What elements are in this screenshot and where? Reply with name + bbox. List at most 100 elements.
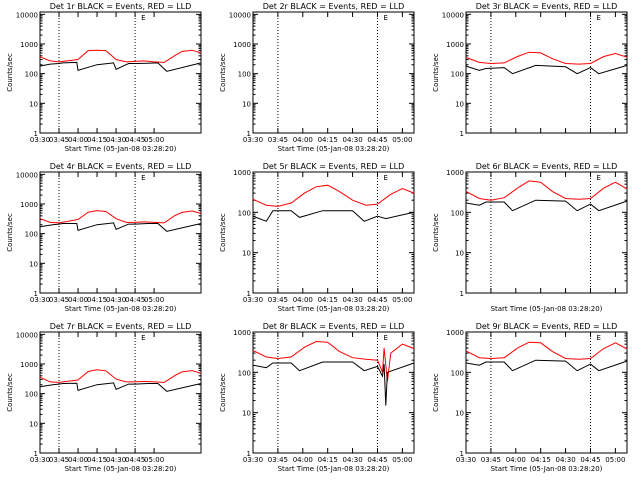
x-tick-label: 04:45 xyxy=(125,136,145,144)
plot-frame xyxy=(39,11,202,134)
annotation-e: E xyxy=(141,334,145,342)
annotation-e: E xyxy=(383,334,387,342)
panel-title: Det 4r BLACK = Events, RED = LLD xyxy=(50,162,192,171)
x-tick-label: 05:00 xyxy=(392,456,412,464)
x-tick-label: 03:45 xyxy=(49,456,69,464)
y-tick-label: 1 xyxy=(34,130,38,138)
x-tick-label: 04:30 xyxy=(555,456,575,464)
y-tick-label: 10000 xyxy=(16,331,38,339)
plot-frame xyxy=(39,171,202,294)
annotation-e: E xyxy=(141,174,145,182)
y-tick-label: 10 xyxy=(242,250,251,258)
panel-title: Det 2r BLACK = Events, RED = LLD xyxy=(263,2,405,11)
x-tick-label: 04:30 xyxy=(342,456,362,464)
y-axis-label: Counts/sec xyxy=(6,373,14,412)
plot-frame xyxy=(39,331,202,454)
y-tick-label: 1000 xyxy=(20,41,38,49)
x-axis-label: Start Time (05-Jan-08 03:28:20) xyxy=(65,465,177,473)
x-tick-label: 05:00 xyxy=(392,296,412,304)
x-axis-label: Start Time (05-Jan-08 03:28:20) xyxy=(65,305,177,313)
y-tick-label: 1000 xyxy=(20,201,38,209)
annotation-e: E xyxy=(596,334,600,342)
x-axis-label: Start Time (05-Jan-08 03:28:20) xyxy=(491,305,603,313)
x-axis-label: Start Time (05-Jan-08 03:28:20) xyxy=(278,465,390,473)
y-tick-label: 10 xyxy=(455,100,464,108)
series-line-events xyxy=(252,210,415,222)
x-tick-label: 04:45 xyxy=(367,136,387,144)
plot-frame xyxy=(252,171,415,294)
x-tick-label: 04:45 xyxy=(125,456,145,464)
y-tick-label: 100 xyxy=(451,209,464,217)
y-axis-label: Counts/sec xyxy=(219,213,227,252)
x-tick-label: 04:45 xyxy=(580,456,600,464)
series-line-events xyxy=(39,222,202,232)
detector-panel-1: Det 1r BLACK = Events, RED = LLD E 1 10 100 1… xyxy=(6,2,202,153)
y-tick-label: 10 xyxy=(29,420,38,428)
y-tick-label: 10 xyxy=(242,100,251,108)
series-line-lld xyxy=(465,341,628,360)
x-tick-label: 03:30 xyxy=(30,296,50,304)
detector-panel-4: Det 4r BLACK = Events, RED = LLD E 1 10 100 1… xyxy=(6,162,202,313)
series-line-events xyxy=(465,199,628,212)
y-tick-label: 10 xyxy=(455,410,464,418)
y-tick-label: 1000 xyxy=(446,41,464,49)
x-tick-label: 04:45 xyxy=(367,456,387,464)
x-tick-label: 03:45 xyxy=(268,456,288,464)
series-line-lld xyxy=(39,369,202,383)
annotation-e: E xyxy=(596,174,600,182)
y-tick-label: 100 xyxy=(451,71,464,79)
x-axis-label: Start Time (05-Jan-08 03:28:20) xyxy=(491,465,603,473)
x-tick-label: 03:45 xyxy=(49,296,69,304)
series-line-events xyxy=(465,64,628,75)
y-axis-label: Counts/sec xyxy=(6,213,14,252)
panel-title: Det 5r BLACK = Events, RED = LLD xyxy=(263,162,405,171)
annotation-e: E xyxy=(383,14,387,22)
plot-frame xyxy=(465,11,628,134)
y-tick-label: 1 xyxy=(460,290,464,298)
y-tick-label: 10 xyxy=(242,410,251,418)
y-tick-label: 1 xyxy=(247,290,251,298)
x-tick-label: 05:00 xyxy=(392,136,412,144)
detector-panel-6: Det 6r BLACK = Events, RED = LLD E 1 10 100 1… xyxy=(432,162,628,313)
plot-frame xyxy=(252,331,415,454)
x-tick-label: 04:15 xyxy=(318,296,338,304)
plot-frame xyxy=(465,331,628,454)
x-tick-label: 03:45 xyxy=(268,136,288,144)
x-axis-label: Start Time (05-Jan-08 03:28:20) xyxy=(278,145,390,153)
x-tick-label: 04:30 xyxy=(106,296,126,304)
x-tick-label: 03:30 xyxy=(30,136,50,144)
y-tick-label: 1000 xyxy=(233,169,251,177)
x-axis-label: Start Time (05-Jan-08 03:28:20) xyxy=(278,305,390,313)
x-tick-label: 04:15 xyxy=(318,456,338,464)
detector-panel-2: Det 2r BLACK = Events, RED = LLD E 1 10 100 1… xyxy=(219,2,415,153)
x-tick-label: 05:00 xyxy=(144,136,164,144)
x-tick-label: 03:45 xyxy=(49,136,69,144)
x-tick-label: 04:00 xyxy=(68,136,88,144)
x-tick-label: 04:45 xyxy=(367,296,387,304)
y-tick-label: 1000 xyxy=(446,169,464,177)
panel-title: Det 7r BLACK = Events, RED = LLD xyxy=(50,322,192,331)
y-tick-label: 100 xyxy=(238,369,251,377)
y-tick-label: 1 xyxy=(460,450,464,458)
y-tick-label: 10 xyxy=(29,260,38,268)
y-tick-label: 100 xyxy=(25,391,38,399)
plot-frame xyxy=(465,171,628,294)
series-line-lld xyxy=(39,49,202,63)
y-tick-label: 10 xyxy=(455,250,464,258)
x-tick-label: 04:30 xyxy=(342,296,362,304)
y-tick-label: 1000 xyxy=(20,361,38,369)
x-tick-label: 04:15 xyxy=(87,136,107,144)
y-tick-label: 1 xyxy=(247,450,251,458)
y-tick-label: 100 xyxy=(25,231,38,239)
y-tick-label: 10000 xyxy=(442,11,464,19)
x-tick-label: 04:30 xyxy=(342,136,362,144)
y-tick-label: 10000 xyxy=(16,11,38,19)
y-tick-label: 1000 xyxy=(446,329,464,337)
y-tick-label: 10 xyxy=(29,100,38,108)
x-tick-label: 05:00 xyxy=(144,296,164,304)
x-tick-label: 04:30 xyxy=(106,136,126,144)
y-tick-label: 100 xyxy=(451,369,464,377)
panel-title: Det 9r BLACK = Events, RED = LLD xyxy=(476,322,618,331)
y-tick-label: 1 xyxy=(247,130,251,138)
